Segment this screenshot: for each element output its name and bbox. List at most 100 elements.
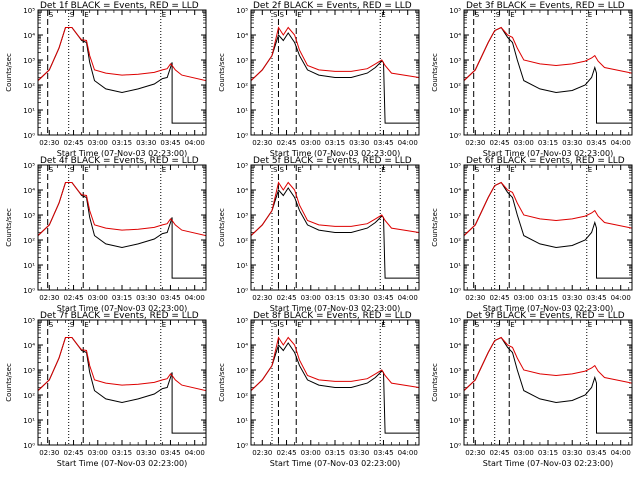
marker-label: S [475,11,480,19]
marker-label: E [588,166,592,174]
y-tick-label: 10¹ [23,262,35,270]
y-tick-label: 10⁰ [236,132,248,140]
x-tick-label: 02:45 [276,449,296,457]
x-tick-label: 04:00 [398,449,418,457]
marker-label: S [496,166,501,174]
panel-title: Det 4f BLACK = Events, RED = LLD [40,156,199,166]
y-tick-label: 10⁰ [236,442,248,450]
y-axis-label: Counts/sec [5,208,13,247]
detector-panel: Det 4f BLACK = Events, RED = LLD Counts/s… [5,156,207,313]
y-tick-label: 10¹ [449,262,461,270]
x-tick-label: 02:45 [276,294,296,302]
y-axis-label: Counts/sec [218,208,226,247]
y-tick-label: 10¹ [449,107,461,115]
y-tick-label: 10⁴ [236,32,248,40]
y-tick-label: 10⁵ [236,7,248,15]
lld-series-line [38,337,206,392]
y-tick-label: 10⁰ [449,132,461,140]
plot-frame [463,164,633,291]
x-tick-label: 04:00 [185,449,205,457]
y-axis-label: Counts/sec [431,53,439,92]
x-tick-label: 03:00 [514,139,534,147]
y-tick-label: 10⁴ [449,342,461,350]
marker-label: S [475,166,480,174]
x-tick-label: 03:15 [325,139,345,147]
x-tick-label: 02:45 [489,449,509,457]
y-tick-label: 10⁴ [236,187,248,195]
panel-title: Det 9f BLACK = Events, RED = LLD [466,311,625,321]
x-tick-label: 03:15 [325,294,345,302]
x-tick-label: 03:30 [562,139,582,147]
panel-title: Det 5f BLACK = Events, RED = LLD [253,156,412,166]
y-tick-label: 10⁵ [236,162,248,170]
marker-label: S [273,166,278,174]
marker-label: E [297,321,301,329]
y-tick-label: 10² [449,237,461,245]
x-tick-label: 02:45 [63,294,83,302]
x-tick-label: 03:45 [160,294,180,302]
panel-title: Det 2f BLACK = Events, RED = LLD [253,1,412,11]
detector-panel: Det 2f BLACK = Events, RED = LLD Counts/s… [218,1,420,158]
x-tick-label: 04:00 [611,139,631,147]
y-tick-label: 10³ [236,212,248,220]
marker-label: E [297,166,301,174]
x-tick-label: 03:30 [136,449,156,457]
lld-series-line [464,336,632,391]
y-tick-label: 10⁵ [449,317,461,325]
marker-label: E [84,166,88,174]
marker-label: E [162,321,166,329]
x-tick-label: 03:00 [301,294,321,302]
marker-label: S [279,166,284,174]
y-tick-label: 10² [236,237,248,245]
x-tick-label: 03:15 [112,139,132,147]
x-tick-label: 03:00 [88,294,108,302]
y-tick-label: 10⁵ [236,317,248,325]
y-tick-label: 10³ [449,212,461,220]
y-tick-label: 10² [23,82,35,90]
x-tick-label: 02:30 [252,449,272,457]
x-tick-label: 03:45 [586,294,606,302]
y-tick-label: 10¹ [236,417,248,425]
y-tick-label: 10¹ [449,417,461,425]
marker-label: S [496,321,501,329]
marker-label: S [273,11,278,19]
y-tick-label: 10² [449,82,461,90]
x-tick-label: 03:15 [112,449,132,457]
y-tick-label: 10⁴ [449,32,461,40]
y-axis-label: Counts/sec [431,363,439,402]
y-tick-label: 10³ [23,212,35,220]
detector-panel: Det 6f BLACK = Events, RED = LLD Counts/s… [431,156,633,313]
marker-label: E [588,11,592,19]
x-axis-label: Start Time (07-Nov-03 02:23:00) [483,459,613,468]
y-tick-label: 10² [23,237,35,245]
x-axis-label: Start Time (07-Nov-03 02:23:00) [57,459,187,468]
x-tick-label: 03:15 [538,294,558,302]
y-tick-label: 10⁵ [449,7,461,15]
y-tick-label: 10⁴ [23,187,35,195]
detector-panel: Det 3f BLACK = Events, RED = LLD Counts/s… [431,1,633,158]
y-tick-label: 10⁰ [23,287,35,295]
x-tick-label: 02:30 [39,139,59,147]
x-tick-label: 04:00 [611,449,631,457]
x-tick-label: 03:30 [136,294,156,302]
y-tick-label: 10³ [449,367,461,375]
y-tick-label: 10⁴ [449,187,461,195]
marker-label: E [510,166,514,174]
y-tick-label: 10³ [23,367,35,375]
lld-series-line [38,182,206,237]
detector-panel: Det 8f BLACK = Events, RED = LLD Counts/s… [218,311,420,468]
marker-label: E [162,166,166,174]
x-tick-label: 03:00 [514,294,534,302]
y-tick-label: 10⁵ [449,162,461,170]
y-tick-label: 10³ [236,367,248,375]
marker-label: S [496,11,501,19]
lld-series-line [38,27,206,82]
y-tick-label: 10⁰ [23,132,35,140]
x-tick-label: 03:45 [586,139,606,147]
y-tick-label: 10³ [449,57,461,65]
x-tick-label: 04:00 [185,139,205,147]
panel-title: Det 6f BLACK = Events, RED = LLD [466,156,625,166]
x-tick-label: 03:00 [301,139,321,147]
detector-panel: Det 9f BLACK = Events, RED = LLD Counts/s… [431,311,633,468]
